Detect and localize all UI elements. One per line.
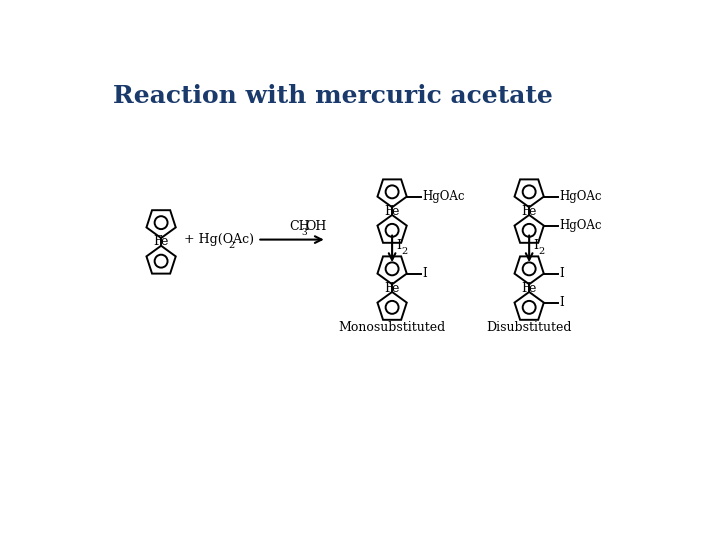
Text: OH: OH [305,220,326,233]
Text: I: I [559,296,564,309]
Text: I: I [422,267,427,280]
Text: CH: CH [289,220,310,233]
Text: I: I [559,267,564,280]
Text: 2: 2 [401,247,408,255]
Text: Fe: Fe [153,235,168,248]
Text: 2: 2 [228,241,234,250]
Text: Fe: Fe [384,205,400,218]
Text: I: I [397,239,402,252]
Text: Reaction with mercuric acetate: Reaction with mercuric acetate [113,84,553,108]
Text: Monosubstituted: Monosubstituted [338,321,446,334]
Text: Fe: Fe [521,281,537,295]
Text: I: I [534,239,539,252]
Text: HgOAc: HgOAc [559,219,602,232]
Text: + Hg(OAc): + Hg(OAc) [184,233,254,246]
Text: HgOAc: HgOAc [422,190,464,203]
Text: 3: 3 [301,227,307,237]
Text: Fe: Fe [384,281,400,295]
Text: HgOAc: HgOAc [559,190,602,203]
Text: 2: 2 [539,247,544,255]
Text: Fe: Fe [521,205,537,218]
Text: Disubstituted: Disubstituted [487,321,572,334]
